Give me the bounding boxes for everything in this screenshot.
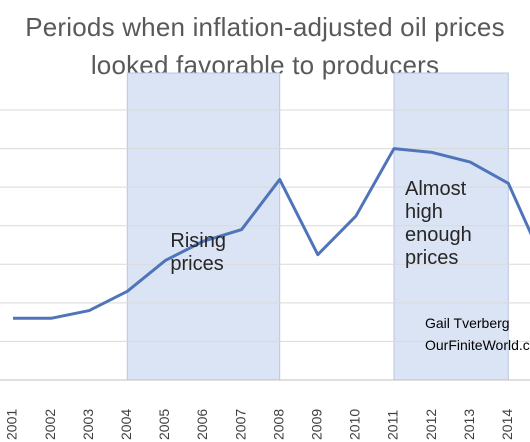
x-tick-label: 2009 [309,409,325,440]
x-tick-label: 2011 [385,410,401,440]
x-tick-label: 2006 [194,409,210,440]
x-tick-label: 2014 [499,409,515,440]
x-tick-label: 2010 [347,409,363,440]
x-tick-label: 2012 [423,409,439,440]
x-tick-label: 2013 [461,409,477,440]
shaded-region-1 [126,72,281,381]
x-tick-label: 2001 [4,409,20,440]
x-tick-label: 2004 [118,409,134,440]
region-label-1: Rising prices [170,230,226,275]
x-tick-label: 2008 [270,409,286,440]
x-tick-label: 2005 [156,409,172,440]
x-tick-label: 2003 [80,409,96,440]
region-label-2: Almost high enough prices [405,178,472,269]
x-tick-label: 2007 [232,409,248,440]
chart-title-line-1: Periods when inflation-adjusted oil pric… [25,12,505,42]
x-tick-label: 2002 [42,409,58,440]
